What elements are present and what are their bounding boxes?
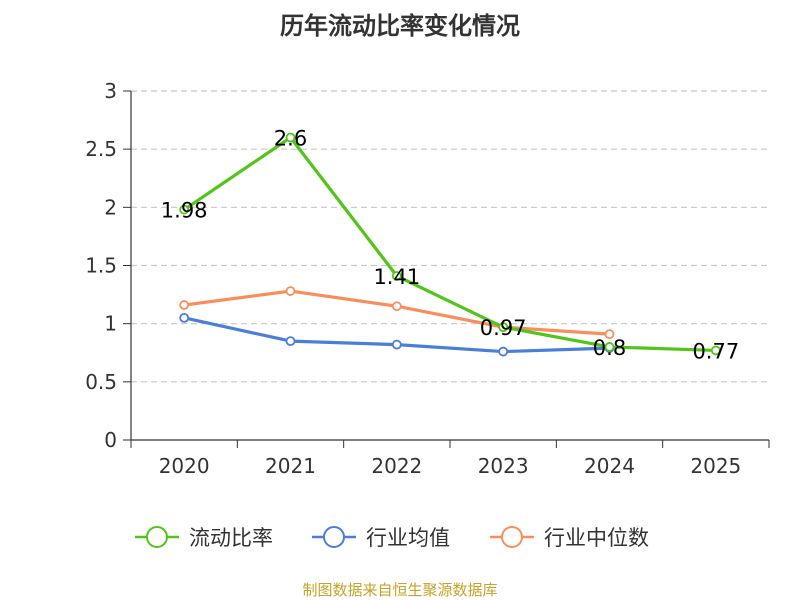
legend-item-0[interactable]: 流动比率 — [135, 526, 273, 550]
y-tick-label: 3 — [104, 79, 117, 103]
legend-item-2[interactable]: 行业中位数 — [490, 526, 649, 550]
data-point — [179, 312, 190, 323]
x-tick-label: 2021 — [265, 454, 316, 478]
chart-title: 历年流动比率变化情况 — [280, 12, 520, 40]
legend-label: 流动比率 — [189, 526, 273, 550]
data-point — [285, 336, 296, 347]
legend-label: 行业中位数 — [544, 526, 649, 550]
y-tick-label: 0.5 — [85, 370, 117, 394]
y-tick-label: 2 — [104, 195, 117, 219]
data-label: 1.98 — [161, 199, 208, 223]
y-tick-label: 1.5 — [85, 254, 117, 278]
data-point — [179, 300, 190, 310]
data-point — [710, 345, 721, 356]
series-lines — [179, 132, 721, 357]
legend-item-1[interactable]: 行业均值 — [312, 526, 450, 550]
x-tick-label: 2025 — [690, 454, 741, 478]
source-note: 制图数据来自恒生聚源数据库 — [302, 581, 498, 599]
x-tick-label: 2022 — [371, 454, 422, 478]
series-line — [183, 289, 610, 336]
data-point — [285, 132, 296, 143]
data-label: 0.77 — [692, 339, 739, 363]
y-tick-label: 1 — [104, 312, 117, 336]
data-point — [498, 322, 509, 333]
series-1 — [179, 312, 615, 357]
series-2 — [179, 286, 615, 340]
grid-lines — [131, 90, 769, 383]
y-tick-label: 0 — [104, 428, 117, 452]
data-point — [604, 329, 615, 340]
y-tick-label: 2.5 — [85, 137, 117, 161]
series-line — [183, 135, 716, 353]
legend-label: 行业均值 — [366, 526, 450, 550]
data-point — [285, 286, 296, 296]
data-label: 2.6 — [274, 127, 307, 151]
data-label: 0.8 — [593, 336, 626, 360]
data-point — [391, 339, 402, 350]
series-0 — [179, 132, 721, 356]
legend[interactable]: 流动比率 行业均值 行业中位数 — [135, 526, 649, 550]
data-point — [179, 204, 190, 215]
data-label: 1.41 — [373, 265, 420, 289]
data-labels: 1.98 2.6 1.41 0.97 0.8 0.77 — [161, 127, 739, 364]
legend-swatch-circle — [501, 526, 523, 548]
data-point — [498, 346, 509, 357]
data-label: 0.97 — [480, 316, 527, 340]
legend-swatch-circle — [146, 526, 168, 548]
x-tick-label: 2020 — [159, 454, 210, 478]
data-point — [391, 301, 402, 312]
x-tick-label: 2024 — [584, 454, 635, 478]
axes: 0 0.5 1 1.5 2 2.5 3 2020 2021 2022 2023 2024 2025 — [85, 79, 770, 478]
data-point — [391, 271, 402, 281]
legend-swatch-circle — [323, 526, 345, 548]
x-tick-label: 2023 — [478, 454, 529, 478]
data-point — [604, 342, 615, 352]
